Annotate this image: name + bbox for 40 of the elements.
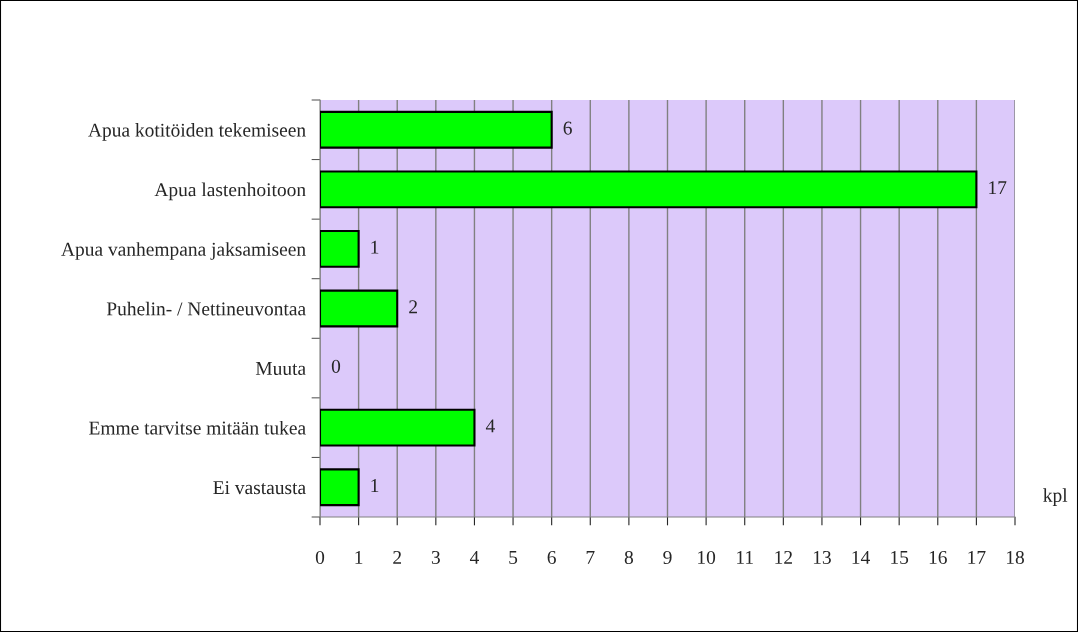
x-tick-label: 14	[852, 550, 870, 564]
x-tick-label: 13	[813, 550, 831, 565]
bar	[320, 468, 360, 507]
y-tick-label: Emme tarvitse mitään tukea	[89, 420, 306, 435]
bar	[320, 170, 978, 209]
x-tick-label: 1	[355, 550, 363, 564]
x-tick-label: 10	[698, 550, 716, 565]
x-tick-label: 2	[393, 550, 402, 564]
y-tick-label: Apua vanhempana jaksamiseen	[61, 242, 306, 260]
x-tick-label: 12	[775, 550, 792, 564]
x-tick-label: 15	[891, 550, 909, 565]
y-tick-label: Ei vastausta	[213, 481, 306, 495]
bar	[320, 408, 476, 447]
x-tick-label: 17	[968, 550, 986, 564]
y-tick-label: Apua kotitöiden tekemiseen	[88, 123, 306, 141]
y-tick-label: Muuta	[255, 362, 306, 376]
x-tick-label: 16	[929, 550, 947, 565]
x-tick-label: 8	[624, 550, 634, 565]
x-tick-label: 6	[547, 550, 556, 565]
x-tick-label: 5	[509, 551, 518, 565]
data-label: 4	[485, 419, 495, 433]
x-tick-label: 7	[586, 551, 595, 564]
data-label: 2	[409, 300, 417, 314]
x-tick-label: 0	[315, 550, 325, 565]
y-tick-label: Puhelin- / Nettineuvontaa	[106, 301, 306, 316]
data-label: 1	[371, 479, 379, 492]
bar	[320, 289, 399, 328]
data-label: 1	[371, 240, 379, 254]
data-label: 0	[331, 359, 341, 373]
x-axis-title: kpl	[1043, 488, 1068, 506]
data-label: 6	[563, 121, 572, 135]
x-tick-label: 11	[737, 550, 753, 564]
data-label: 17	[989, 181, 1007, 195]
bar	[320, 110, 553, 149]
y-tick-label: Apua lastenhoitoon	[154, 182, 306, 201]
x-tick-label: 18	[1006, 550, 1024, 565]
x-tick-label: 4	[469, 551, 479, 564]
bar	[320, 230, 360, 268]
x-tick-label: 9	[663, 550, 672, 565]
x-tick-label: 3	[431, 550, 440, 565]
